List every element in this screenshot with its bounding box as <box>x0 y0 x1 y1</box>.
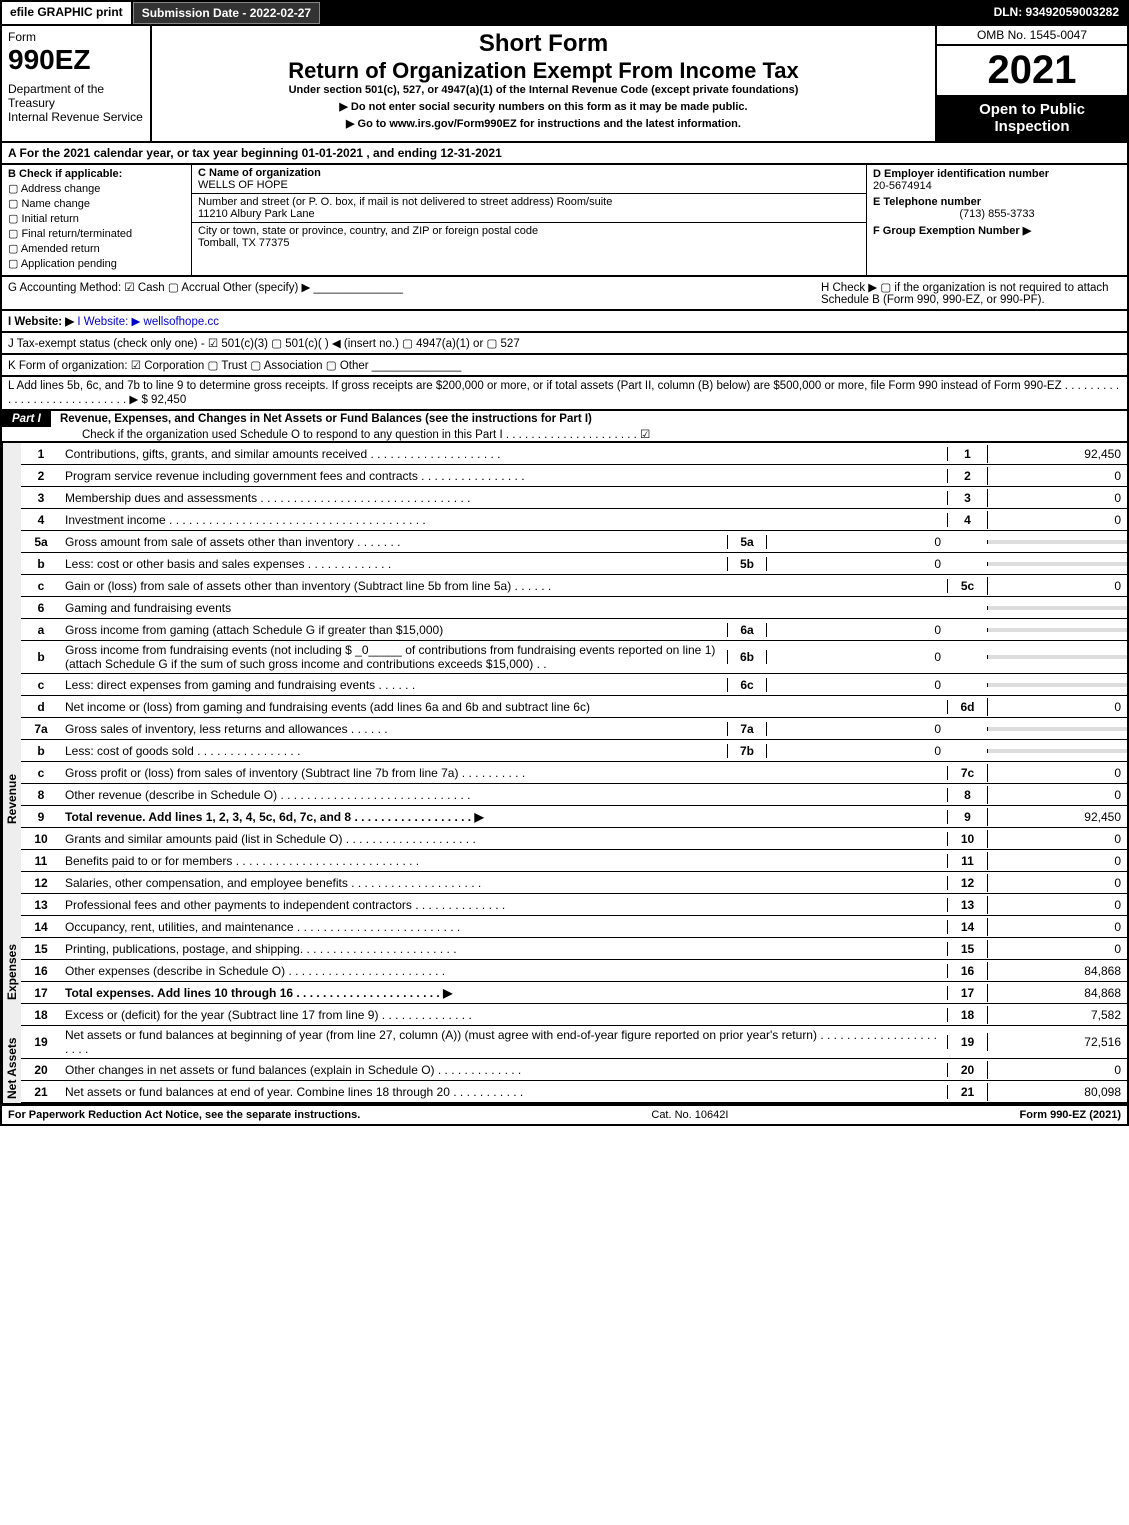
street-value: 11210 Albury Park Lane <box>198 208 860 220</box>
cat-no: Cat. No. 10642I <box>360 1109 1019 1121</box>
form-line-19: 19Net assets or fund balances at beginni… <box>21 1026 1127 1059</box>
top-bar: efile GRAPHIC print Submission Date - 20… <box>0 0 1129 26</box>
chk-final[interactable]: Final return/terminated <box>8 227 185 240</box>
form-line-c: cGain or (loss) from sale of assets othe… <box>21 575 1127 597</box>
form-line-4: 4Investment income . . . . . . . . . . .… <box>21 509 1127 531</box>
city-label: City or town, state or province, country… <box>198 225 860 237</box>
form-line-15: 15Printing, publications, postage, and s… <box>21 938 1127 960</box>
ein-value: 20-5674914 <box>873 180 1121 192</box>
city-value: Tomball, TX 77375 <box>198 237 860 249</box>
form-line-5a: 5aGross amount from sale of assets other… <box>21 531 1127 553</box>
form-line-b: bGross income from fundraising events (n… <box>21 641 1127 674</box>
column-d: D Employer identification number 20-5674… <box>867 165 1127 275</box>
form-line-8: 8Other revenue (describe in Schedule O) … <box>21 784 1127 806</box>
phone-label: E Telephone number <box>873 196 1121 208</box>
form-line-14: 14Occupancy, rent, utilities, and mainte… <box>21 916 1127 938</box>
chk-initial[interactable]: Initial return <box>8 212 185 225</box>
tax-year: 2021 <box>937 46 1127 95</box>
omb-number: OMB No. 1545-0047 <box>937 26 1127 46</box>
row-g: G Accounting Method: ☑ Cash ▢ Accrual Ot… <box>8 280 821 306</box>
form-line-c: cLess: direct expenses from gaming and f… <box>21 674 1127 696</box>
form-label: Form <box>8 30 144 44</box>
efile-label[interactable]: efile GRAPHIC print <box>2 2 133 24</box>
chk-pending[interactable]: Application pending <box>8 257 185 270</box>
under-section: Under section 501(c), 527, or 4947(a)(1)… <box>156 84 931 96</box>
form-line-11: 11Benefits paid to or for members . . . … <box>21 850 1127 872</box>
row-a-tax-year: A For the 2021 calendar year, or tax yea… <box>0 143 1129 165</box>
short-form-title: Short Form <box>156 30 931 58</box>
submission-date: Submission Date - 2022-02-27 <box>133 2 320 24</box>
revenue-vlabel: Revenue <box>2 443 21 828</box>
open-public: Open to Public Inspection <box>937 95 1127 141</box>
expenses-section: Expenses 10Grants and similar amounts pa… <box>0 828 1129 1004</box>
dept-label: Department of the Treasury <box>8 82 144 110</box>
row-k: K Form of organization: ☑ Corporation ▢ … <box>0 355 1129 377</box>
part-i-label: Part I <box>2 411 51 427</box>
return-title: Return of Organization Exempt From Incom… <box>156 58 931 84</box>
form-line-20: 20Other changes in net assets or fund ba… <box>21 1059 1127 1081</box>
form-line-d: dNet income or (loss) from gaming and fu… <box>21 696 1127 718</box>
irs-label: Internal Revenue Service <box>8 110 144 124</box>
website-link[interactable]: I Website: ▶ wellsofhope.cc <box>77 316 219 328</box>
form-line-a: aGross income from gaming (attach Schedu… <box>21 619 1127 641</box>
expenses-vlabel: Expenses <box>2 828 21 1004</box>
column-b: B Check if applicable: Address change Na… <box>2 165 192 275</box>
form-number: 990EZ <box>8 44 144 76</box>
row-h: H Check ▶ ▢ if the organization is not r… <box>821 280 1121 306</box>
netassets-section: Net Assets 18Excess or (deficit) for the… <box>0 1004 1129 1105</box>
form-line-18: 18Excess or (deficit) for the year (Subt… <box>21 1004 1127 1026</box>
form-line-9: 9Total revenue. Add lines 1, 2, 3, 4, 5c… <box>21 806 1127 828</box>
form-line-21: 21Net assets or fund balances at end of … <box>21 1081 1127 1103</box>
form-line-10: 10Grants and similar amounts paid (list … <box>21 828 1127 850</box>
form-line-6: 6Gaming and fundraising events <box>21 597 1127 619</box>
pra-notice: For Paperwork Reduction Act Notice, see … <box>8 1109 360 1121</box>
part-i-header: Part I Revenue, Expenses, and Changes in… <box>0 411 1129 443</box>
ein-label: D Employer identification number <box>873 168 1121 180</box>
row-i: I Website: ▶ I Website: ▶ wellsofhope.cc <box>0 311 1129 333</box>
street-label: Number and street (or P. O. box, if mail… <box>198 196 860 208</box>
form-header: Form 990EZ Department of the Treasury In… <box>0 26 1129 143</box>
goto-note: ▶ Go to www.irs.gov/Form990EZ for instru… <box>156 117 931 130</box>
chk-amended[interactable]: Amended return <box>8 242 185 255</box>
row-j: J Tax-exempt status (check only one) - ☑… <box>0 333 1129 355</box>
row-l: L Add lines 5b, 6c, and 7b to line 9 to … <box>0 377 1129 411</box>
part-i-checknote: Check if the organization used Schedule … <box>2 427 1127 441</box>
dln-label: DLN: 93492059003282 <box>986 2 1127 24</box>
org-name: WELLS OF HOPE <box>198 179 860 191</box>
chk-name[interactable]: Name change <box>8 197 185 210</box>
form-line-17: 17Total expenses. Add lines 10 through 1… <box>21 982 1127 1004</box>
revenue-section: Revenue 1Contributions, gifts, grants, a… <box>0 443 1129 828</box>
form-line-12: 12Salaries, other compensation, and empl… <box>21 872 1127 894</box>
form-no: Form 990-EZ (2021) <box>1020 1109 1121 1121</box>
phone-value: (713) 855-3733 <box>873 208 1121 220</box>
part-i-heading: Revenue, Expenses, and Changes in Net As… <box>60 413 592 425</box>
form-line-2: 2Program service revenue including gover… <box>21 465 1127 487</box>
form-line-16: 16Other expenses (describe in Schedule O… <box>21 960 1127 982</box>
form-line-3: 3Membership dues and assessments . . . .… <box>21 487 1127 509</box>
row-gh: G Accounting Method: ☑ Cash ▢ Accrual Ot… <box>0 277 1129 311</box>
form-line-b: bLess: cost or other basis and sales exp… <box>21 553 1127 575</box>
org-name-label: C Name of organization <box>198 167 860 179</box>
chk-address[interactable]: Address change <box>8 182 185 195</box>
section-bcd: B Check if applicable: Address change Na… <box>0 165 1129 277</box>
form-line-1: 1Contributions, gifts, grants, and simil… <box>21 443 1127 465</box>
column-c: C Name of organization WELLS OF HOPE Num… <box>192 165 867 275</box>
group-label: F Group Exemption Number ▶ <box>873 224 1121 237</box>
form-line-7a: 7aGross sales of inventory, less returns… <box>21 718 1127 740</box>
form-line-c: cGross profit or (loss) from sales of in… <box>21 762 1127 784</box>
donot-note: ▶ Do not enter social security numbers o… <box>156 100 931 113</box>
col-b-title: B Check if applicable: <box>8 168 185 180</box>
netassets-vlabel: Net Assets <box>2 1004 21 1103</box>
form-line-13: 13Professional fees and other payments t… <box>21 894 1127 916</box>
form-line-b: bLess: cost of goods sold . . . . . . . … <box>21 740 1127 762</box>
page-footer: For Paperwork Reduction Act Notice, see … <box>0 1105 1129 1126</box>
